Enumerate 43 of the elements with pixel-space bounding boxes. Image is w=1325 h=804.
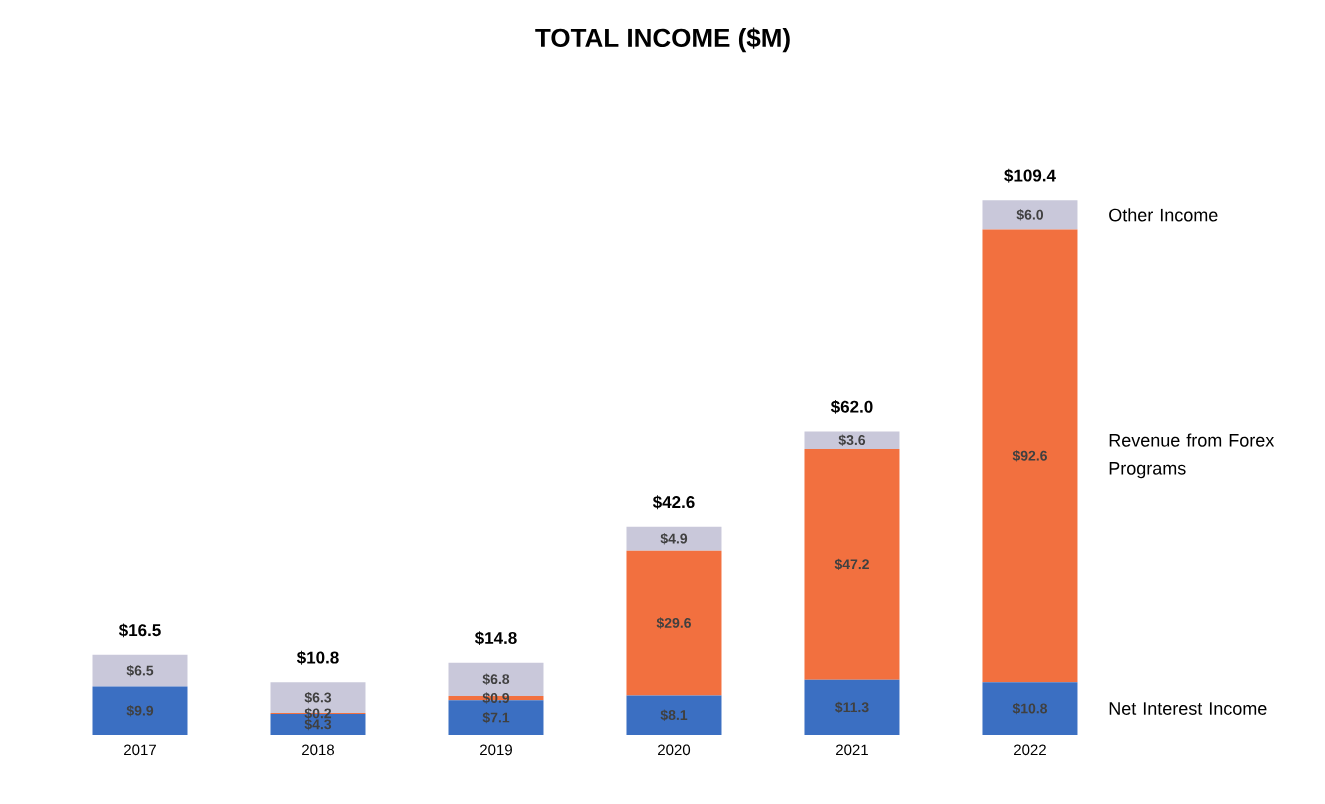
- data-label: $6.8: [482, 673, 510, 685]
- data-label: $0.2: [304, 707, 332, 720]
- x-tick-label: 2020: [658, 744, 691, 756]
- bar: [982, 229, 1078, 683]
- bar: [92, 686, 188, 735]
- chart-title: TOTAL INCOME ($M): [535, 27, 790, 53]
- bar: [982, 682, 1078, 735]
- x-tick-label: 2022: [1014, 744, 1046, 756]
- data-label: $6.3: [304, 691, 332, 704]
- data-label: $92.6: [1012, 450, 1047, 462]
- bar: [92, 654, 188, 687]
- series-label: Revenue from Forex Programs: [1109, 433, 1275, 479]
- bar: [804, 449, 900, 680]
- x-tick-label: 2019: [480, 744, 512, 756]
- data-label: $6.0: [1016, 209, 1044, 221]
- bar: [804, 431, 900, 450]
- x-tick-label: 2018: [302, 744, 335, 756]
- total-label: $62.0: [830, 399, 873, 414]
- data-label: $4.9: [660, 532, 688, 545]
- data-label: $8.1: [660, 709, 688, 721]
- data-label: $3.6: [838, 434, 866, 446]
- data-label: $11.3: [835, 701, 869, 714]
- x-tick-label: 2017: [124, 744, 156, 756]
- data-label: $4.3: [304, 718, 332, 731]
- data-label: $10.8: [1012, 702, 1048, 715]
- data-label: $7.1: [482, 711, 510, 724]
- series-label: Net Interest Income: [1109, 702, 1267, 715]
- bar: [626, 526, 722, 551]
- data-label: $47.2: [834, 558, 869, 571]
- bar: [626, 695, 722, 735]
- data-label: $6.5: [126, 664, 154, 677]
- data-label: $9.9: [126, 705, 154, 717]
- total-label: $14.8: [474, 631, 517, 646]
- series-label: Other Income: [1109, 208, 1218, 222]
- bar: [804, 679, 900, 735]
- total-label: $16.5: [118, 623, 161, 638]
- bar: [626, 550, 722, 696]
- bar: [982, 200, 1078, 230]
- x-tick-label: 2021: [836, 744, 868, 756]
- total-label: $109.4: [1004, 168, 1056, 183]
- total-label: $10.8: [296, 650, 339, 665]
- total-label: $42.6: [652, 495, 695, 510]
- data-label: $29.6: [656, 617, 691, 629]
